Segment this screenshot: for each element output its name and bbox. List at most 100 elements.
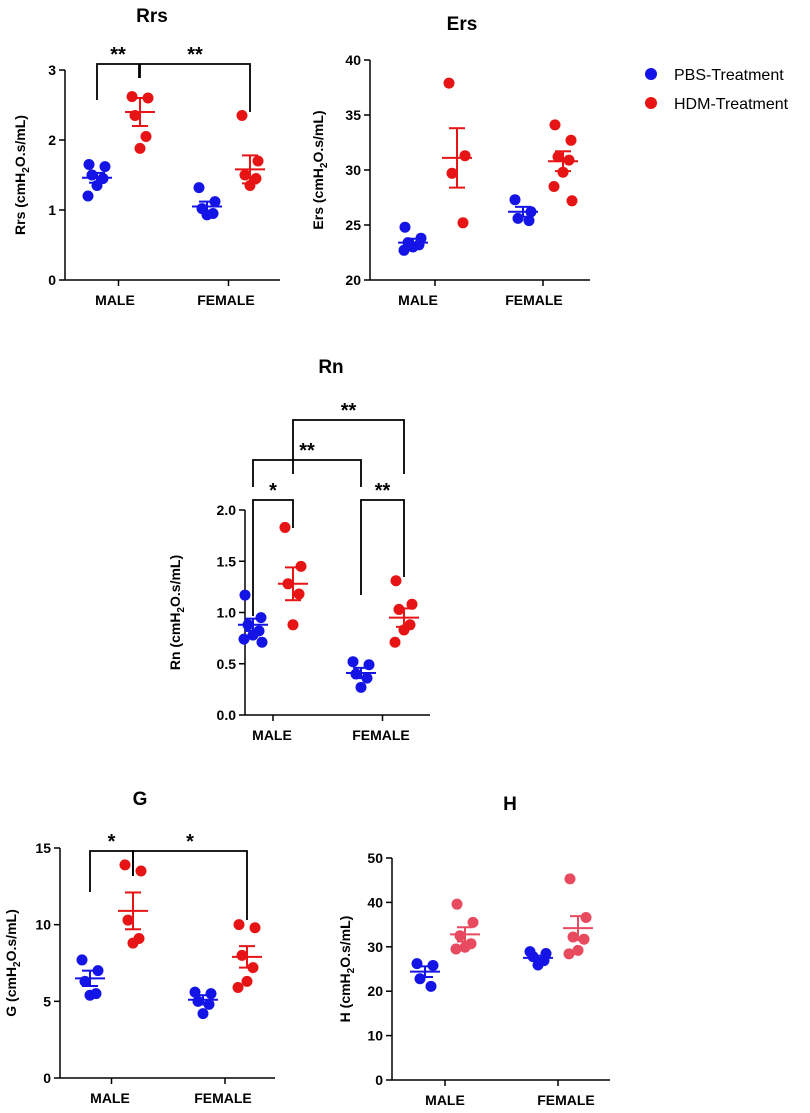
legend-marker <box>645 97 657 109</box>
y-tick-label: 0 <box>48 272 56 288</box>
significance-label: * <box>108 831 116 853</box>
chart-title: H <box>503 794 517 815</box>
data-point-hdm-treatment-female <box>390 575 402 587</box>
data-point-pbs-treatment-male <box>99 161 111 173</box>
x-tick-label: MALE <box>252 727 292 743</box>
data-point-hdm-treatment-female <box>580 911 592 923</box>
data-point-pbs-treatment-female <box>193 182 205 194</box>
data-point-pbs-treatment-female <box>355 681 367 693</box>
data-point-hdm-treatment-male <box>140 131 152 142</box>
y-axis-label-sub: 2 <box>12 961 23 967</box>
legend: PBS-Treatment HDM-Treatment <box>645 67 789 113</box>
data-point-pbs-treatment-male <box>398 244 410 256</box>
significance-bracket <box>89 850 134 892</box>
x-tick-label: FEMALE <box>537 1092 595 1108</box>
data-point-hdm-treatment-male <box>279 521 291 533</box>
data-point-hdm-treatment-female <box>549 119 561 131</box>
data-point-hdm-treatment-male <box>446 167 458 179</box>
y-tick-label: 30 <box>367 939 383 955</box>
data-point-hdm-treatment-female <box>563 154 575 166</box>
data-point-pbs-treatment-male <box>255 612 267 624</box>
y-tick-label: 40 <box>367 894 383 910</box>
significance-bracket <box>96 63 140 100</box>
y-axis-label-part: O.s/mL) <box>3 909 19 961</box>
y-axis-label: Ers (cmH2O.s/mL) <box>310 110 330 229</box>
data-point-pbs-treatment-male <box>425 980 437 992</box>
y-tick-label: 25 <box>345 217 361 233</box>
x-tick-label: MALE <box>95 292 135 308</box>
y-axis-label-part: O.s/mL) <box>337 916 353 968</box>
chart-panel-rn: Rn 0.0 0.5 1.0 1.5 2.0 MALE FEMALE Rn (cmH2O.s/m… <box>167 357 430 743</box>
data-point-pbs-treatment-male <box>82 190 94 202</box>
y-axis-label-part: O.s/mL) <box>12 115 28 167</box>
y-tick-label: 35 <box>345 107 361 123</box>
data-point-hdm-treatment-female <box>236 110 248 121</box>
y-axis-label-part: Rrs (cmH <box>12 173 28 235</box>
x-tick-label: FEMALE <box>197 292 255 308</box>
y-axis-label-part: Ers (cmH <box>310 168 326 229</box>
y-axis-label-sub: 2 <box>319 162 330 168</box>
data-point-hdm-treatment-female <box>241 975 253 987</box>
data-point-hdm-treatment-male <box>126 91 138 103</box>
x-tick-label: FEMALE <box>194 1090 252 1106</box>
y-tick-label: 0.5 <box>217 656 237 672</box>
y-tick-label: 2 <box>48 132 56 148</box>
data-point-hdm-treatment-female <box>232 982 244 994</box>
significance-label: ** <box>187 44 203 66</box>
chart-panel-g: G 0 5 10 15 MALE FEMALE G (cmH2O.s/mL) * * <box>3 789 275 1106</box>
data-point-hdm-treatment-male <box>119 859 131 871</box>
significance-bracket <box>360 499 405 595</box>
y-tick-label: 0 <box>43 1070 51 1086</box>
data-point-pbs-treatment-female <box>197 1008 209 1020</box>
chart-title: Rn <box>318 357 343 378</box>
y-axis-label-sub: 2 <box>346 967 357 973</box>
data-point-hdm-treatment-female <box>548 181 560 192</box>
y-axis-label: H (cmH2O.s/mL) <box>337 916 357 1023</box>
data-point-hdm-treatment-male <box>443 77 455 89</box>
x-tick-label: FEMALE <box>352 727 410 743</box>
data-point-hdm-treatment-male <box>459 941 471 953</box>
data-point-hdm-treatment-female <box>393 603 405 615</box>
significance-bracket <box>292 419 405 474</box>
data-point-pbs-treatment-male <box>239 589 251 601</box>
x-tick-label: MALE <box>425 1092 465 1108</box>
y-tick-label: 30 <box>345 162 361 178</box>
data-point-hdm-treatment-male <box>295 560 307 572</box>
significance-bracket <box>252 499 294 616</box>
data-point-pbs-treatment-male <box>411 958 423 970</box>
x-tick-label: MALE <box>398 292 438 308</box>
data-point-hdm-treatment-male <box>457 217 469 229</box>
data-point-pbs-treatment-female <box>350 668 362 680</box>
data-point-hdm-treatment-female <box>236 949 248 961</box>
data-point-pbs-treatment-female <box>347 656 359 668</box>
y-axis-label-sub: 2 <box>176 607 187 613</box>
y-tick-label: 40 <box>345 52 361 68</box>
data-point-pbs-treatment-male <box>256 636 268 648</box>
data-point-hdm-treatment-male <box>467 916 479 928</box>
chart-title: G <box>133 789 148 810</box>
y-tick-label: 2.0 <box>217 502 237 518</box>
legend-marker <box>645 68 657 80</box>
data-point-hdm-treatment-male <box>122 914 134 926</box>
data-point-pbs-treatment-male <box>414 973 426 985</box>
data-point-hdm-treatment-male <box>135 865 147 877</box>
significance-label: ** <box>299 440 315 462</box>
legend-label: PBS-Treatment <box>674 67 784 84</box>
y-axis-label-part: Rn (cmH <box>167 613 183 671</box>
legend-label: HDM-Treatment <box>674 96 789 113</box>
data-point-pbs-treatment-female <box>509 194 521 206</box>
data-point-hdm-treatment-female <box>563 948 575 960</box>
y-tick-label: 1 <box>48 202 56 218</box>
y-tick-label: 20 <box>367 983 383 999</box>
y-tick-label: 0 <box>375 1072 383 1088</box>
data-point-hdm-treatment-female <box>566 195 578 207</box>
data-point-pbs-treatment-female <box>532 959 544 971</box>
data-point-hdm-treatment-female <box>249 922 261 934</box>
y-tick-label: 15 <box>35 840 51 856</box>
y-tick-label: 20 <box>345 272 361 288</box>
data-point-hdm-treatment-male <box>459 150 471 162</box>
y-tick-label: 0.0 <box>217 707 237 723</box>
data-point-hdm-treatment-female <box>572 944 584 956</box>
data-point-hdm-treatment-male <box>450 943 462 955</box>
